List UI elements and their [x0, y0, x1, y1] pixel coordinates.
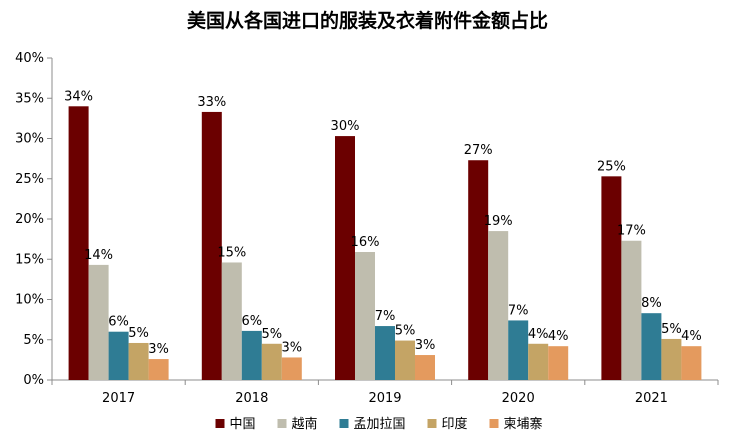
data-label: 5% — [261, 327, 282, 342]
bar — [661, 338, 682, 380]
bar — [261, 343, 282, 380]
data-label: 25% — [597, 159, 626, 174]
bar — [355, 252, 375, 380]
bar — [148, 359, 169, 380]
data-label: 30% — [331, 119, 360, 134]
legend-swatch — [215, 419, 225, 428]
data-label: 4% — [528, 327, 549, 342]
bar — [281, 357, 302, 380]
bar — [375, 326, 395, 380]
legend-label: 孟加拉国 — [354, 417, 406, 432]
data-label: 5% — [661, 322, 682, 337]
bar — [548, 346, 569, 380]
legend-swatch — [489, 419, 499, 428]
data-label: 6% — [241, 314, 262, 329]
bar — [528, 343, 549, 380]
bar — [68, 106, 89, 381]
bar — [335, 136, 355, 380]
bar — [201, 111, 222, 380]
legend-label: 越南 — [292, 416, 318, 432]
legend-label: 柬埔寨 — [504, 416, 543, 432]
y-tick-label: 5% — [23, 333, 44, 348]
data-label: 34% — [64, 89, 93, 104]
data-label: 5% — [128, 326, 149, 341]
y-tick-label: 35% — [15, 91, 44, 106]
legend-swatch — [339, 419, 349, 428]
bar — [601, 176, 622, 380]
data-label: 3% — [415, 338, 436, 353]
data-label: 4% — [681, 329, 702, 344]
bar — [88, 264, 109, 380]
legend-swatch — [427, 419, 437, 428]
bar — [395, 340, 415, 380]
legend-label: 中国 — [230, 417, 256, 432]
data-label: 27% — [464, 143, 493, 158]
legend-swatch — [277, 419, 287, 428]
y-tick-label: 20% — [15, 212, 44, 227]
bar — [128, 342, 149, 380]
y-tick-label: 0% — [23, 373, 44, 388]
y-tick-label: 10% — [15, 293, 44, 308]
data-label: 3% — [281, 340, 302, 355]
data-label: 5% — [395, 324, 416, 339]
data-label: 4% — [548, 329, 569, 344]
legend-label: 印度 — [442, 416, 468, 432]
legend: 中国 越南 孟加拉国 印度 柬埔寨 — [215, 416, 543, 432]
x-category-label: 2021 — [635, 391, 668, 406]
bar — [621, 240, 642, 380]
y-tick-label: 30% — [15, 132, 44, 147]
data-label: 16% — [351, 235, 380, 250]
x-category-label: 2020 — [502, 391, 535, 406]
data-labels-group: 34% 33% 30% 27% 25% 14% 15% 16% 19% 17% 6% 6% 7% 7% 8%… — [64, 89, 702, 357]
y-tick-label: 15% — [15, 252, 44, 267]
chart-title: 美国从各国进口的服装及衣着附件金额占比 — [186, 10, 548, 32]
bar — [681, 346, 702, 380]
data-label: 14% — [84, 248, 113, 263]
y-tick-label: 25% — [15, 172, 44, 187]
y-tick-label: 40% — [15, 51, 44, 66]
data-label: 7% — [508, 303, 529, 318]
data-label: 19% — [484, 214, 513, 229]
bar — [108, 331, 129, 380]
bar — [221, 262, 242, 380]
data-label: 6% — [108, 315, 129, 330]
bar — [468, 160, 489, 380]
x-category-label: 2019 — [368, 391, 401, 406]
bar-series-group — [68, 106, 702, 381]
data-label: 3% — [148, 342, 169, 357]
y-axis: 0% 5% 10% 15% 20% 25% 30% 35% 40% — [15, 51, 53, 388]
bar — [508, 320, 529, 380]
data-label: 7% — [375, 309, 396, 324]
bar — [641, 313, 662, 380]
bar — [488, 231, 509, 380]
data-label: 17% — [617, 224, 646, 239]
x-category-label: 2017 — [102, 391, 135, 406]
x-category-label: 2018 — [235, 391, 268, 406]
data-label: 8% — [641, 296, 662, 311]
data-label: 33% — [197, 95, 226, 110]
data-label: 15% — [217, 245, 246, 260]
bar — [241, 330, 262, 380]
x-axis: 2017 2018 2019 2020 2021 — [51, 379, 719, 406]
bar — [415, 355, 435, 380]
